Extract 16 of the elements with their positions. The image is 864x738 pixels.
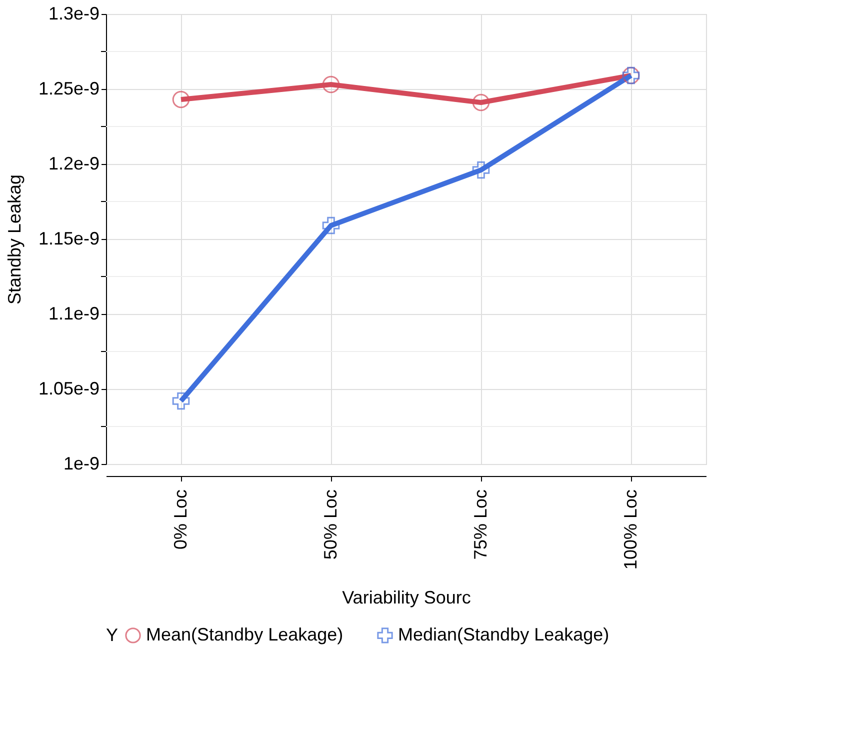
x-tick-label: 75% Loc <box>470 490 490 560</box>
y-tick-label: 1.2e-9 <box>48 154 100 174</box>
y-tick-label: 1.15e-9 <box>38 228 100 248</box>
y-axis-title: Standby Leakag <box>4 174 24 305</box>
legend-title: Y <box>106 625 118 645</box>
y-tick-label: 1e-9 <box>63 454 100 474</box>
x-axis-title: Variability Sourc <box>342 588 471 608</box>
x-tick-label: 100% Loc <box>620 490 640 570</box>
x-tick-label: 0% Loc <box>170 490 190 550</box>
y-tick-label: 1.1e-9 <box>48 304 100 324</box>
legend-label: Mean(Standby Leakage) <box>146 624 344 644</box>
y-tick-label: 1.05e-9 <box>38 378 100 398</box>
legend-label: Median(Standby Leakage) <box>398 624 610 644</box>
x-tick-label: 50% Loc <box>320 490 340 560</box>
y-tick-label: 1.25e-9 <box>38 78 100 98</box>
y-tick-label: 1.3e-9 <box>48 4 100 24</box>
